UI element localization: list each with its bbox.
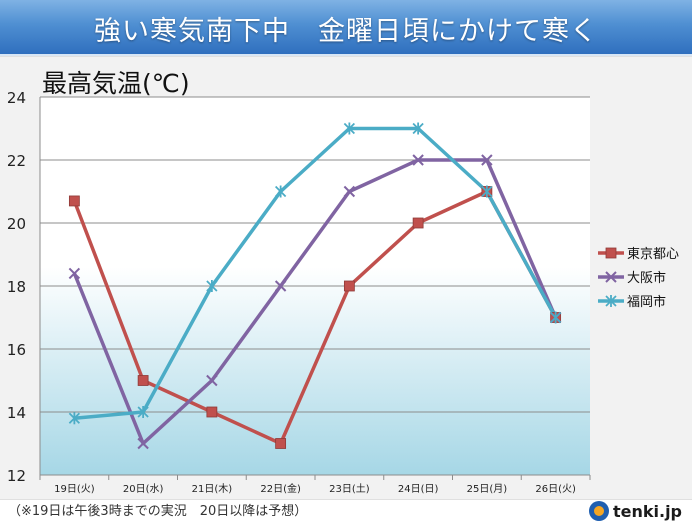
x-tick-label: 23日(土) (329, 482, 370, 495)
y-tick-label: 22 (7, 152, 26, 170)
series-line-1 (72, 189, 558, 446)
data-point-series-1 (68, 195, 80, 207)
legend-label: 福岡市 (627, 294, 666, 310)
data-point-series-3 (481, 185, 493, 198)
y-tick-label: 24 (7, 89, 26, 107)
data-point-series-3 (343, 122, 356, 135)
data-point-series-3 (274, 185, 287, 198)
y-tick-label: 18 (7, 278, 26, 296)
legend-item-1: 東京都心 (598, 246, 679, 262)
data-point-series-2 (206, 374, 218, 387)
legend-item-3: 福岡市 (598, 294, 666, 310)
logo-text: tenki.jp (612, 501, 682, 521)
tenki-logo-icon (588, 501, 609, 521)
data-point-series-3 (137, 406, 149, 418)
legend-label: 大阪市 (627, 270, 666, 286)
chart-frame: 12 14 16 18 20 22 24 19日(火) 20日(水) 21日(木) 22日(金) 2… (0, 56, 692, 500)
x-tick-label: 19日(火) (54, 483, 95, 495)
data-point-series-2 (137, 437, 149, 450)
data-point-series-1 (343, 280, 355, 292)
data-point-series-1 (206, 406, 218, 418)
headline-title: 強い寒気南下中 金曜日頃にかけて寒く (94, 16, 598, 47)
data-point-series-2 (274, 280, 287, 292)
legend-marker (605, 295, 617, 307)
legend-label: 東京都心 (627, 246, 679, 262)
tenki-logo: tenki.jp (588, 499, 682, 523)
chart-title: 最高気温(℃) (42, 69, 190, 98)
series-line-3 (74, 126, 558, 421)
x-tick-label: 20日(水) (123, 483, 164, 495)
series-line-2 (72, 158, 558, 446)
data-point-series-3 (206, 280, 218, 292)
legend-marker (605, 247, 617, 259)
data-point-series-1 (275, 438, 287, 449)
data-point-series-2 (412, 154, 424, 166)
data-point-series-1 (412, 217, 424, 229)
footnote: （※19日は午後3時までの実況 20日以降は予想） (8, 504, 308, 519)
data-point-series-2 (481, 154, 493, 166)
x-tick-label: 26日(火) (535, 483, 576, 495)
header-banner: 強い寒気南下中 金曜日頃にかけて寒く (0, 0, 692, 56)
x-tick-label: 21日(木) (192, 483, 233, 495)
data-point-series-3 (549, 311, 562, 324)
temperature-chart: 12 14 16 18 20 22 24 19日(火) 20日(水) 21日(木) 22日(金) 2… (7, 69, 679, 495)
data-point-series-3 (412, 122, 424, 135)
data-point-series-1 (137, 375, 149, 386)
data-point-series-3 (68, 412, 81, 425)
y-tick-label: 16 (7, 341, 26, 359)
x-tick-label: 22日(金) (260, 482, 301, 495)
legend-marker (605, 271, 617, 283)
x-tick-label: 24日(日) (398, 484, 439, 495)
data-point-series-2 (343, 185, 356, 198)
y-tick-label: 14 (7, 404, 26, 422)
legend-item-2: 大阪市 (598, 270, 666, 286)
y-tick-label: 20 (7, 215, 26, 233)
data-point-series-2 (68, 267, 81, 280)
y-tick-label: 12 (7, 467, 26, 485)
x-tick-label: 25日(月) (467, 483, 508, 495)
